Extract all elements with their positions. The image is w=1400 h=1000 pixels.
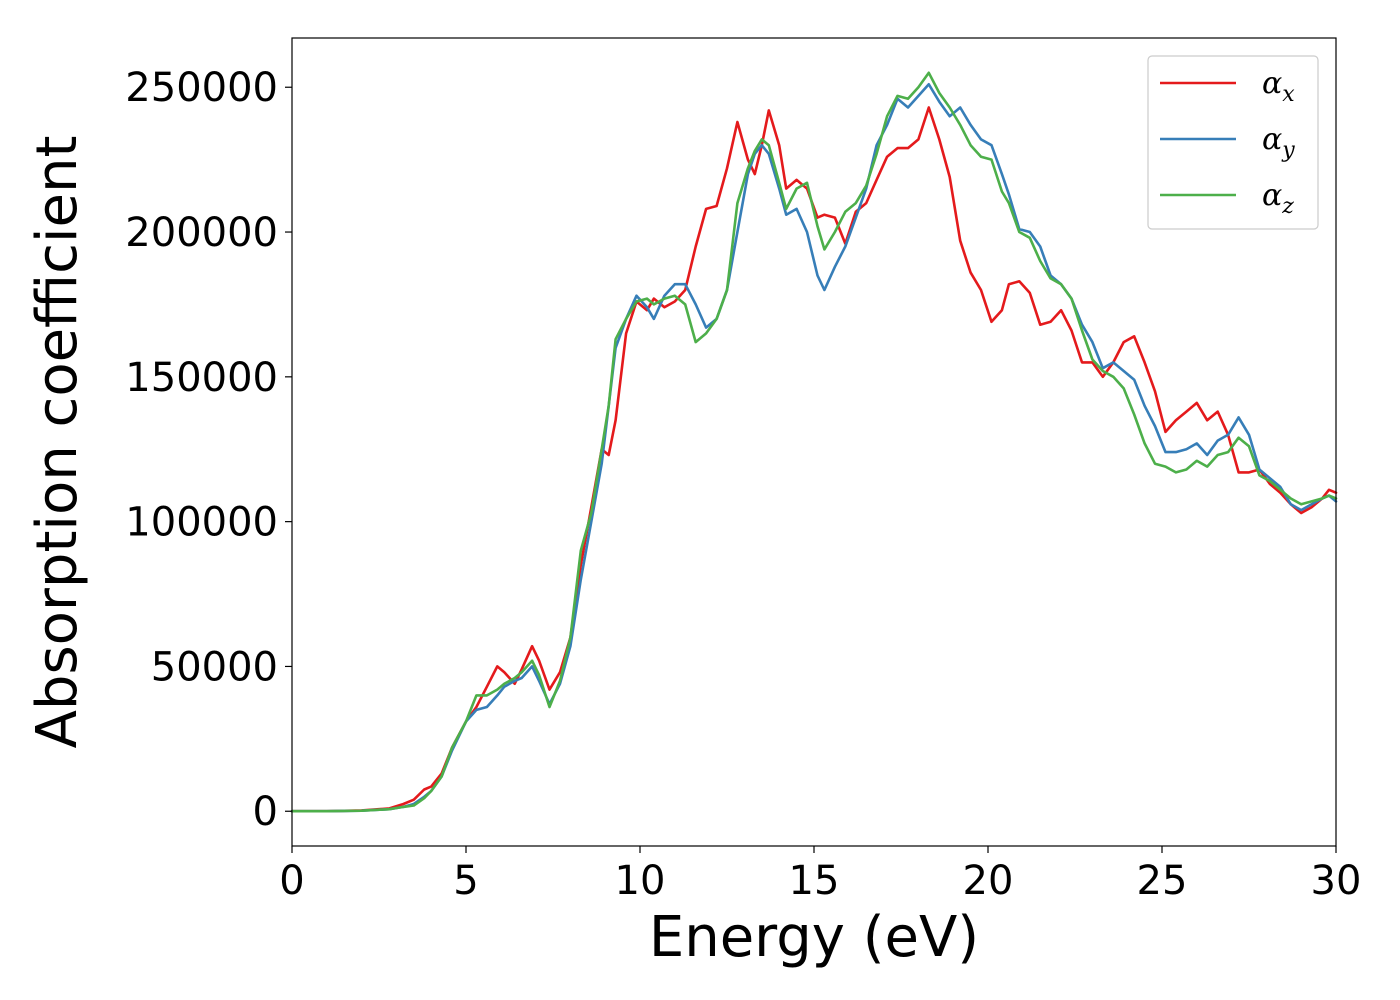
series-line-y xyxy=(290,83,1338,813)
legend-box xyxy=(1147,55,1319,230)
series-line-x xyxy=(290,106,1338,813)
x-axis-title: Energy (eV) xyxy=(649,905,979,970)
y-tick-label: 250000 xyxy=(125,65,278,111)
x-tick-label: 15 xyxy=(789,858,840,904)
series-lines xyxy=(290,71,1338,813)
x-axis-ticks: 0 5 10 15 20 25 30 xyxy=(279,846,1361,904)
y-tick-label: 100000 xyxy=(125,500,278,546)
x-tick-label: 5 xyxy=(453,858,478,904)
y-axis-title: Absorption coefficient xyxy=(25,136,90,749)
y-tick-label: 50000 xyxy=(151,644,278,690)
x-tick-label: 0 xyxy=(279,858,304,904)
x-tick-label: 10 xyxy=(615,858,666,904)
y-tick-label: 0 xyxy=(253,789,278,835)
y-tick-label: 200000 xyxy=(125,210,278,256)
x-tick-label: 30 xyxy=(1311,858,1362,904)
x-tick-label: 20 xyxy=(963,858,1014,904)
y-tick-label: 150000 xyxy=(125,355,278,401)
plot-frame xyxy=(291,37,1337,847)
y-axis-ticks: 0 50000 100000 150000 200000 250000 xyxy=(125,65,292,835)
series-line-z xyxy=(290,71,1338,813)
x-tick-label: 25 xyxy=(1137,858,1188,904)
